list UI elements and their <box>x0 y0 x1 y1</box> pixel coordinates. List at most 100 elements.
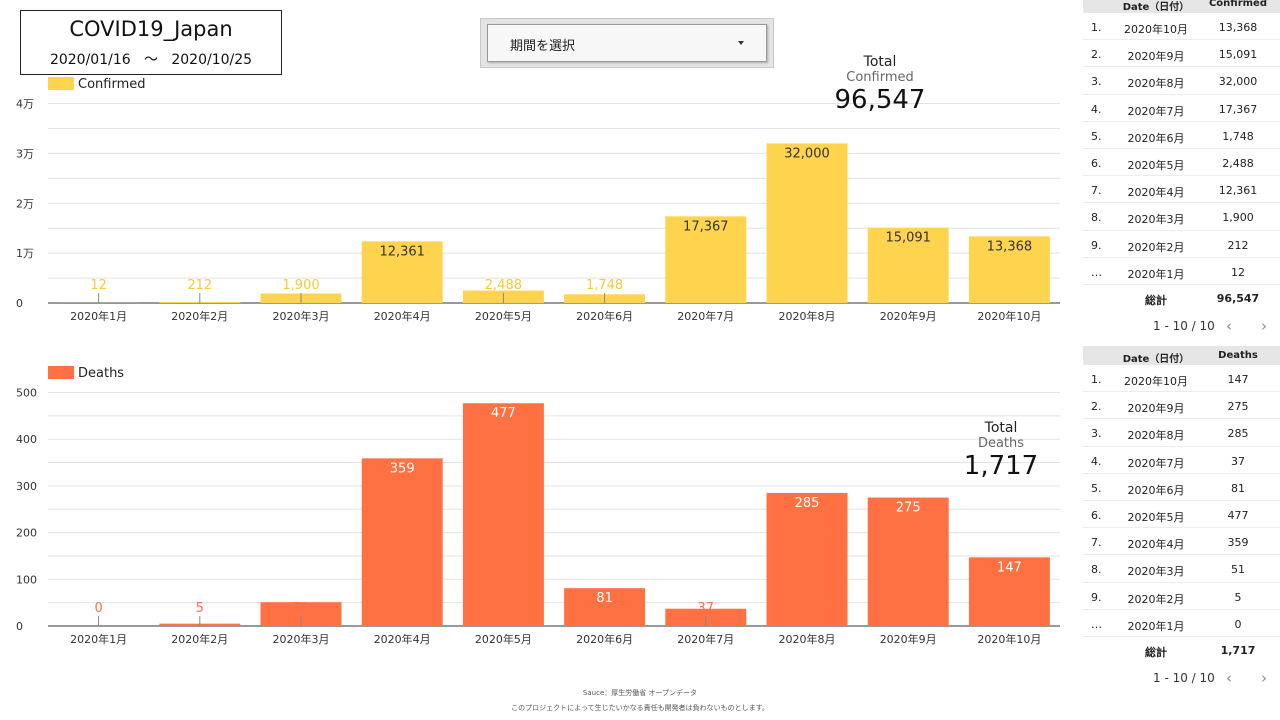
row-date: 2020年1月 <box>1127 267 1185 281</box>
table-row[interactable]: … 2020年1月 12 <box>1083 258 1280 285</box>
row-date: 2020年9月 <box>1127 50 1185 64</box>
row-value: 359 <box>1227 536 1249 550</box>
table-row[interactable]: 1. 2020年10月 13,368 <box>1083 13 1280 41</box>
date-tilde: ～ <box>144 52 158 68</box>
row-value: 1,900 <box>1222 211 1254 225</box>
data-label: 51 <box>293 601 310 616</box>
column-header-deaths[interactable]: Deaths <box>1218 350 1258 361</box>
table-row[interactable]: 5. 2020年6月 1,748 <box>1083 122 1280 149</box>
next-page-icon[interactable]: › <box>1261 316 1267 335</box>
data-label: 2,488 <box>485 278 522 293</box>
table-row[interactable]: 9. 2020年2月 5 <box>1083 583 1280 610</box>
bar[interactable] <box>462 403 544 626</box>
column-header-confirmed[interactable]: Confirmed <box>1208 0 1268 9</box>
row-index: 3. <box>1091 427 1102 441</box>
table-row[interactable]: 6. 2020年5月 477 <box>1083 501 1280 529</box>
x-tick-label: 2020年1月 <box>70 309 127 323</box>
row-date: 2020年9月 <box>1127 402 1185 416</box>
data-label: 359 <box>390 461 415 476</box>
page-title: COVID19_Japan <box>69 17 233 41</box>
column-header-date[interactable]: Date（日付） <box>1122 354 1190 365</box>
bar[interactable] <box>260 602 342 626</box>
table-row[interactable]: 7. 2020年4月 12,361 <box>1083 176 1280 204</box>
table-row[interactable]: 3. 2020年8月 285 <box>1083 419 1280 447</box>
row-index: 6. <box>1091 508 1102 522</box>
row-date: 2020年7月 <box>1127 456 1185 470</box>
row-index: 2. <box>1091 400 1102 414</box>
prev-page-icon[interactable]: ‹ <box>1226 316 1232 335</box>
data-label: 477 <box>491 406 516 421</box>
bar[interactable] <box>766 492 848 626</box>
table-row[interactable]: … 2020年1月 0 <box>1083 610 1280 637</box>
bar[interactable] <box>361 458 443 626</box>
bar[interactable] <box>867 497 949 626</box>
bar[interactable] <box>867 227 949 303</box>
data-label: 5 <box>196 601 204 616</box>
bar[interactable] <box>766 143 848 303</box>
table-row[interactable]: 7. 2020年4月 359 <box>1083 528 1280 556</box>
row-value: 1,748 <box>1222 129 1254 143</box>
next-page-icon[interactable]: › <box>1261 668 1267 687</box>
table-body: 1. 2020年10月 13,368 2. 2020年9月 15,091 3. 2020年8月… <box>1083 13 1280 285</box>
table-total-row: 総計 1,717 <box>1083 637 1280 663</box>
bar[interactable] <box>361 241 443 303</box>
row-index: … <box>1091 617 1102 631</box>
y-tick-label: 0 <box>16 620 23 633</box>
table-total-row: 総計 96,547 <box>1083 285 1280 311</box>
table-row[interactable]: 3. 2020年8月 32,000 <box>1083 67 1280 95</box>
table-row[interactable]: 4. 2020年7月 37 <box>1083 447 1280 474</box>
row-value: 147 <box>1227 373 1249 386</box>
row-value: 2,488 <box>1222 156 1254 170</box>
period-picker-label: 期間を選択 <box>510 39 576 54</box>
confirmed-metric-label: Confirmed <box>846 70 914 85</box>
x-tick-label: 2020年3月 <box>273 309 330 323</box>
column-header-date[interactable]: Date（日付） <box>1122 2 1190 13</box>
row-index: 1. <box>1091 21 1102 34</box>
row-index: 2. <box>1091 48 1102 62</box>
bar[interactable] <box>564 588 646 626</box>
table-row[interactable]: 5. 2020年6月 81 <box>1083 474 1280 501</box>
table-pager: 1 - 10 / 10 ‹ › <box>1083 311 1280 341</box>
bar[interactable] <box>968 236 1050 303</box>
table-row[interactable]: 8. 2020年3月 1,900 <box>1083 203 1280 231</box>
x-tick-label: 2020年8月 <box>779 632 836 646</box>
row-date: 2020年5月 <box>1127 510 1185 524</box>
table-row[interactable]: 9. 2020年2月 212 <box>1083 231 1280 258</box>
confirmed-table: Date（日付） Confirmed 1. 2020年10月 13,368 2. 202… <box>1083 0 1280 341</box>
row-value: 212 <box>1227 238 1249 252</box>
period-picker-frame: 期間を選択 <box>480 18 774 68</box>
y-tick-label: 400 <box>16 433 37 446</box>
x-tick-label: 2020年2月 <box>171 309 228 323</box>
total-value: 96,547 <box>1216 291 1260 305</box>
table-row[interactable]: 4. 2020年7月 17,367 <box>1083 95 1280 122</box>
row-index: … <box>1091 265 1102 279</box>
row-value: 32,000 <box>1218 75 1258 89</box>
deaths-metric-label: Deaths <box>977 436 1025 451</box>
row-value: 37 <box>1231 454 1245 468</box>
period-picker[interactable]: 期間を選択 <box>487 24 767 62</box>
y-tick-label: 100 <box>16 573 37 586</box>
table-row[interactable]: 6. 2020年5月 2,488 <box>1083 149 1280 177</box>
data-label: 12 <box>90 278 107 293</box>
row-date: 2020年2月 <box>1127 592 1185 606</box>
x-tick-label: 2020年10月 <box>977 309 1041 323</box>
row-value: 15,091 <box>1218 48 1258 62</box>
row-value: 275 <box>1227 400 1249 414</box>
table-row[interactable]: 8. 2020年3月 51 <box>1083 555 1280 583</box>
table-row[interactable]: 2. 2020年9月 275 <box>1083 392 1280 420</box>
y-tick-label: 0 <box>16 297 23 310</box>
y-tick-label: 200 <box>16 527 37 540</box>
bar[interactable] <box>665 216 747 303</box>
confirmed-total-label: Total <box>863 54 897 70</box>
table-row[interactable]: 1. 2020年10月 147 <box>1083 365 1280 393</box>
bar[interactable] <box>968 557 1050 626</box>
deaths-total-label: Total <box>984 420 1018 436</box>
x-tick-label: 2020年7月 <box>677 309 734 323</box>
row-date: 2020年8月 <box>1127 77 1185 91</box>
x-tick-label: 2020年6月 <box>576 309 633 323</box>
prev-page-icon[interactable]: ‹ <box>1226 668 1232 687</box>
row-date: 2020年10月 <box>1124 23 1188 36</box>
table-row[interactable]: 2. 2020年9月 15,091 <box>1083 40 1280 68</box>
data-label: 81 <box>596 591 613 606</box>
row-index: 7. <box>1091 184 1102 198</box>
